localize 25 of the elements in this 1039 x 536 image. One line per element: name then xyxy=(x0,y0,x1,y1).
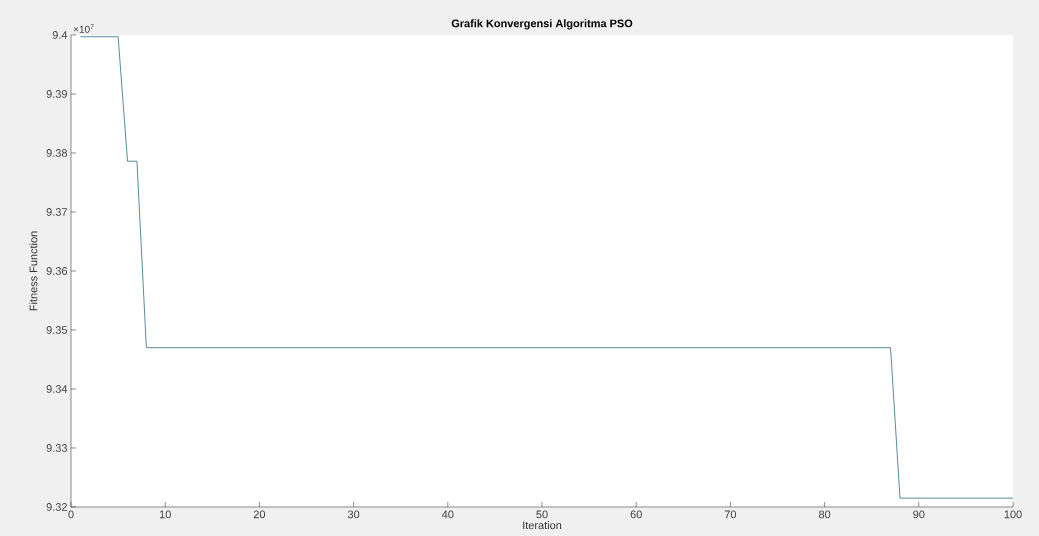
y-tick-label: 9.32 xyxy=(46,503,67,511)
text: ×10$^{7}$ xyxy=(73,24,94,33)
x-tick-label: 60 xyxy=(630,510,642,519)
x-tick-label: 40 xyxy=(441,510,454,519)
x-tick-label: 100 xyxy=(1004,510,1022,519)
x-tick-label: 80 xyxy=(818,510,831,519)
chart-title: Grafik Konvergensi Algoritma PSO xyxy=(451,19,633,30)
x-tick-label: 90 xyxy=(913,510,925,519)
x-axis-title: Iteration xyxy=(523,521,562,530)
y-tick-label: 9.4 xyxy=(52,31,68,39)
y-tick-label: 9.39 xyxy=(46,90,67,98)
x-tick-label: 0 xyxy=(68,510,74,519)
y-tick-label: 9.38 xyxy=(46,149,67,157)
y-tick-label: 9.37 xyxy=(46,208,67,216)
x-tick-label: 70 xyxy=(724,510,737,519)
x-tick-label: 10 xyxy=(159,510,171,519)
x-tick-label: 30 xyxy=(347,510,360,519)
y-tick-label: 9.36 xyxy=(46,267,67,275)
y-tick-label: 9.33 xyxy=(46,444,67,452)
line-series xyxy=(80,36,1014,499)
y-axis-title: Fitness Function xyxy=(29,231,38,311)
x-tick-label: 20 xyxy=(253,510,266,519)
y-tick-label: 9.35 xyxy=(46,326,68,334)
x-tick-label: 50 xyxy=(536,510,548,519)
y-tick-label: 9.34 xyxy=(46,385,68,393)
